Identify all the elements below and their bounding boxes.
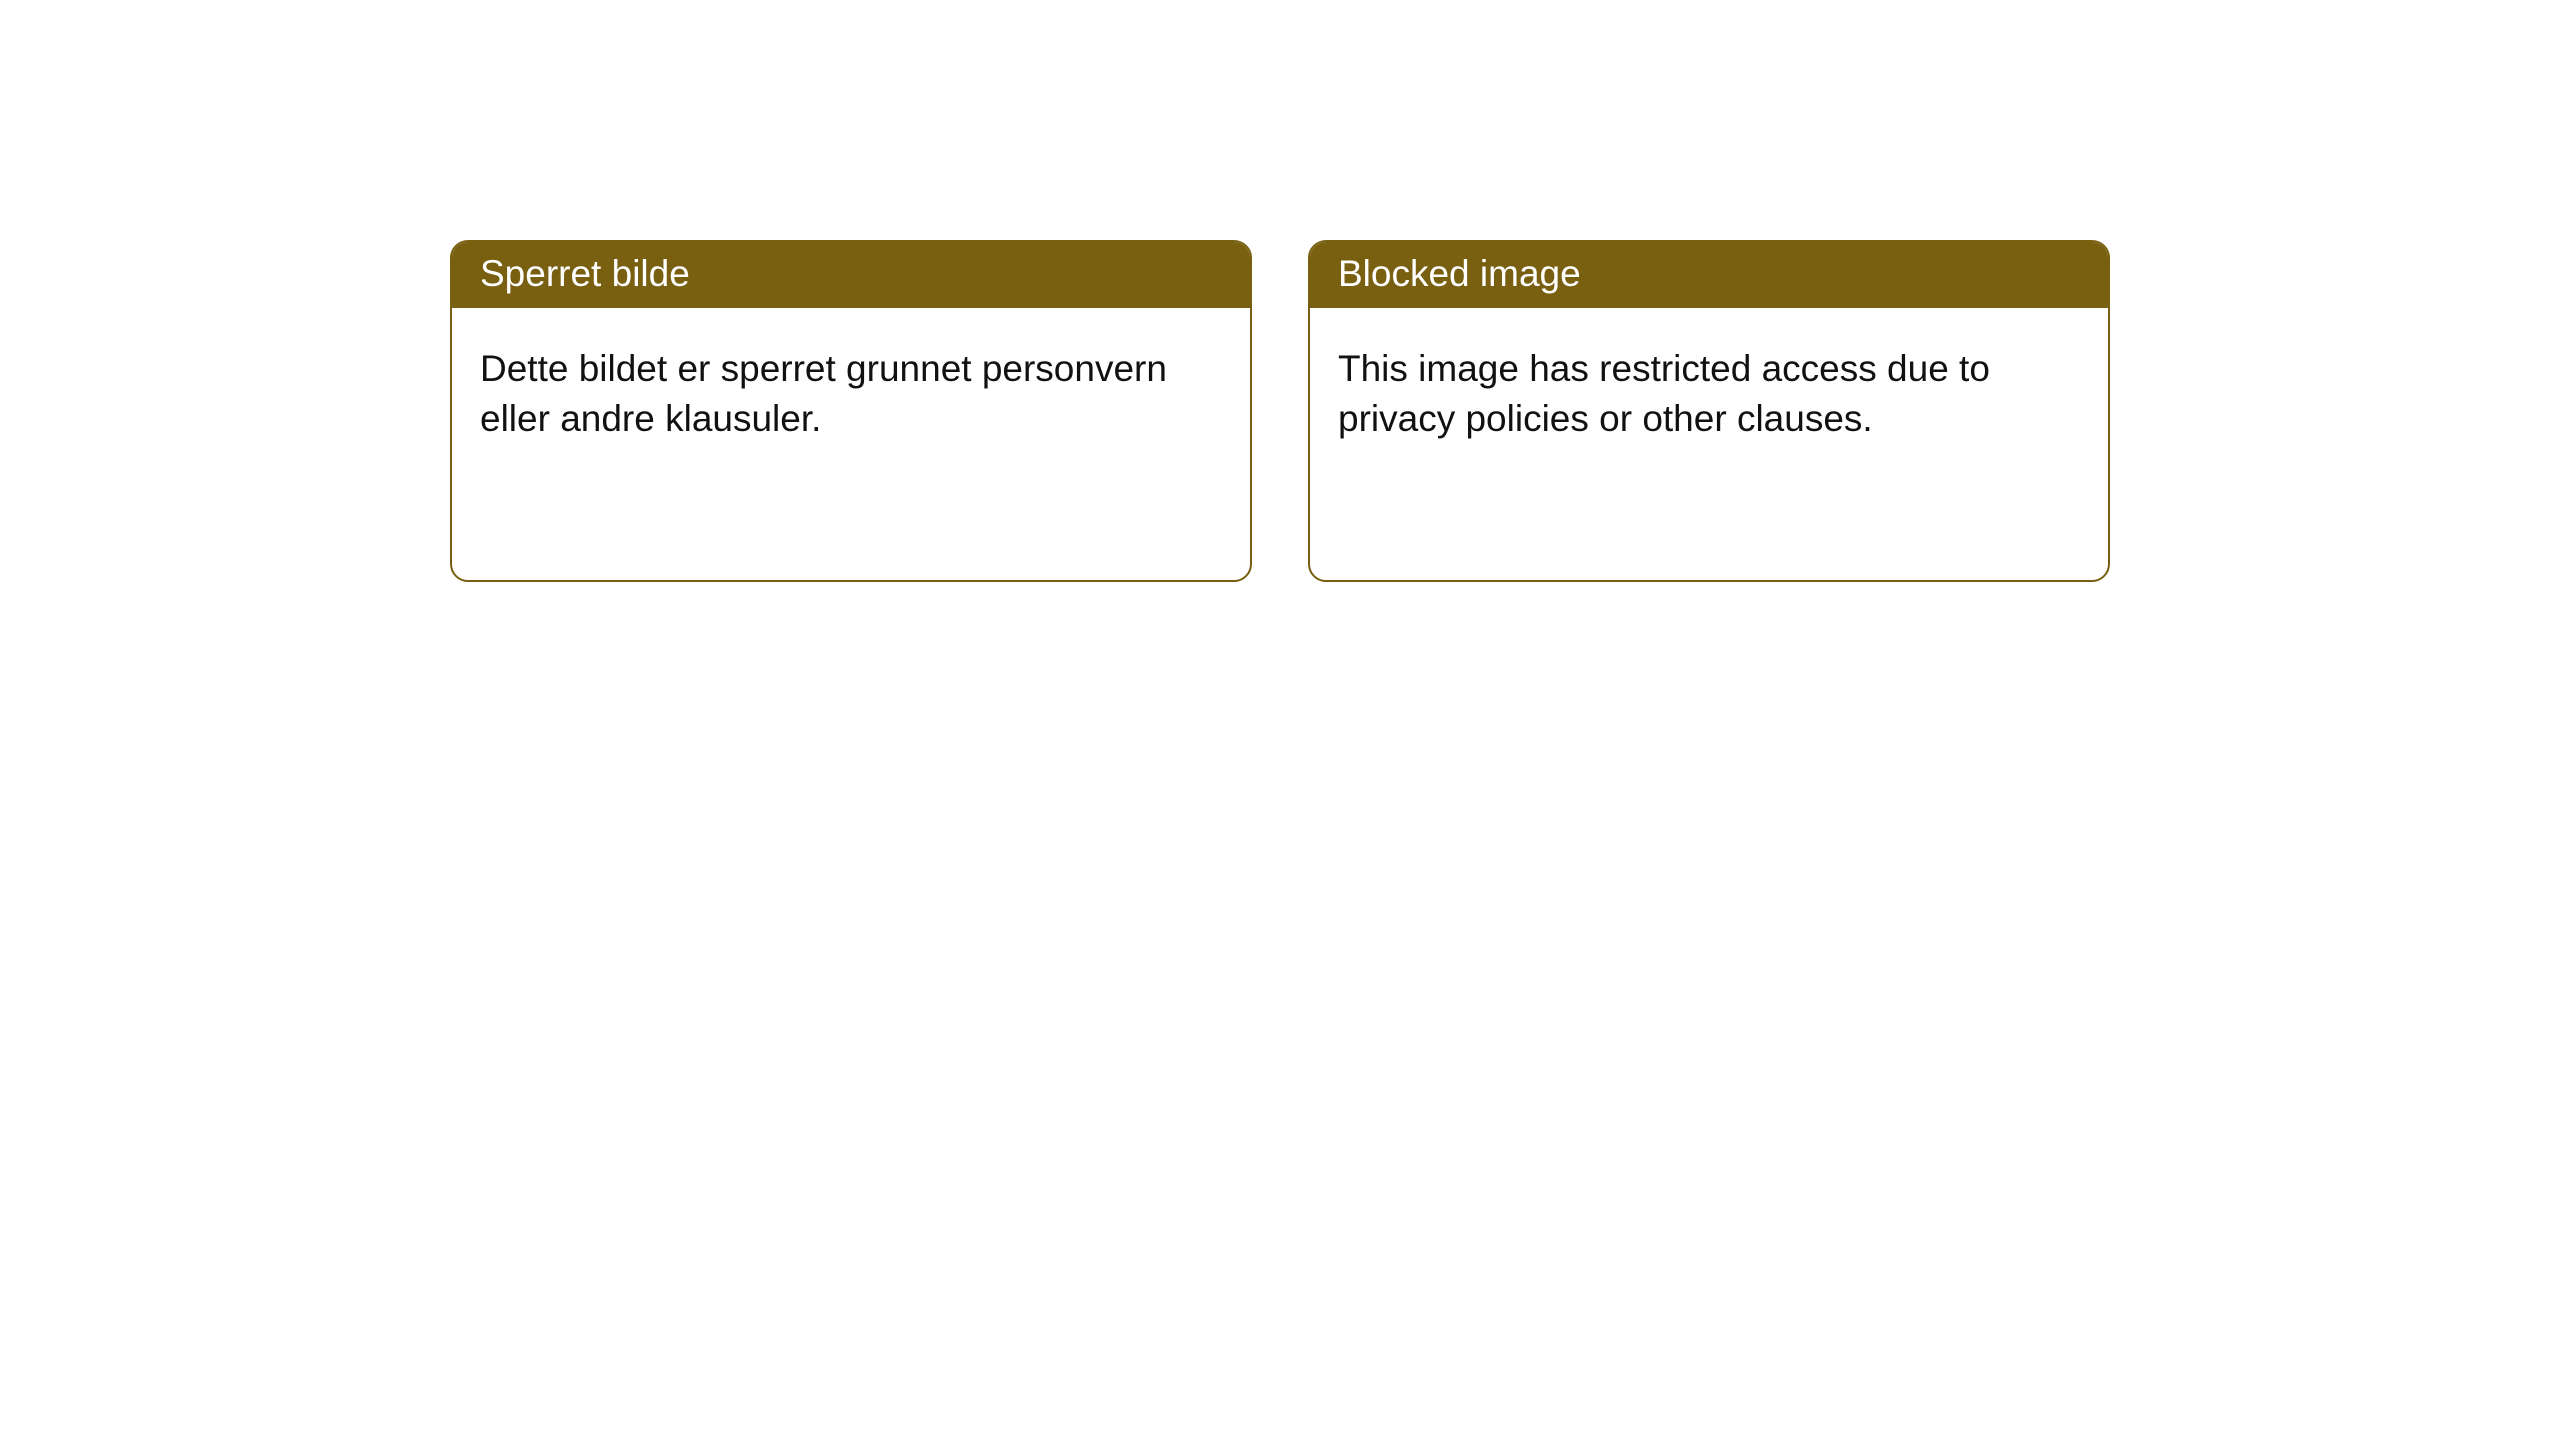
notice-card-title: Sperret bilde [452,242,1250,308]
notice-card-en: Blocked image This image has restricted … [1308,240,2110,582]
notice-card-no: Sperret bilde Dette bildet er sperret gr… [450,240,1252,582]
notice-card-body: This image has restricted access due to … [1310,308,2108,580]
notice-card-body: Dette bildet er sperret grunnet personve… [452,308,1250,580]
notice-container: Sperret bilde Dette bildet er sperret gr… [0,0,2560,582]
notice-card-text: Dette bildet er sperret grunnet personve… [480,344,1222,444]
notice-card-text: This image has restricted access due to … [1338,344,2080,444]
notice-card-title: Blocked image [1310,242,2108,308]
